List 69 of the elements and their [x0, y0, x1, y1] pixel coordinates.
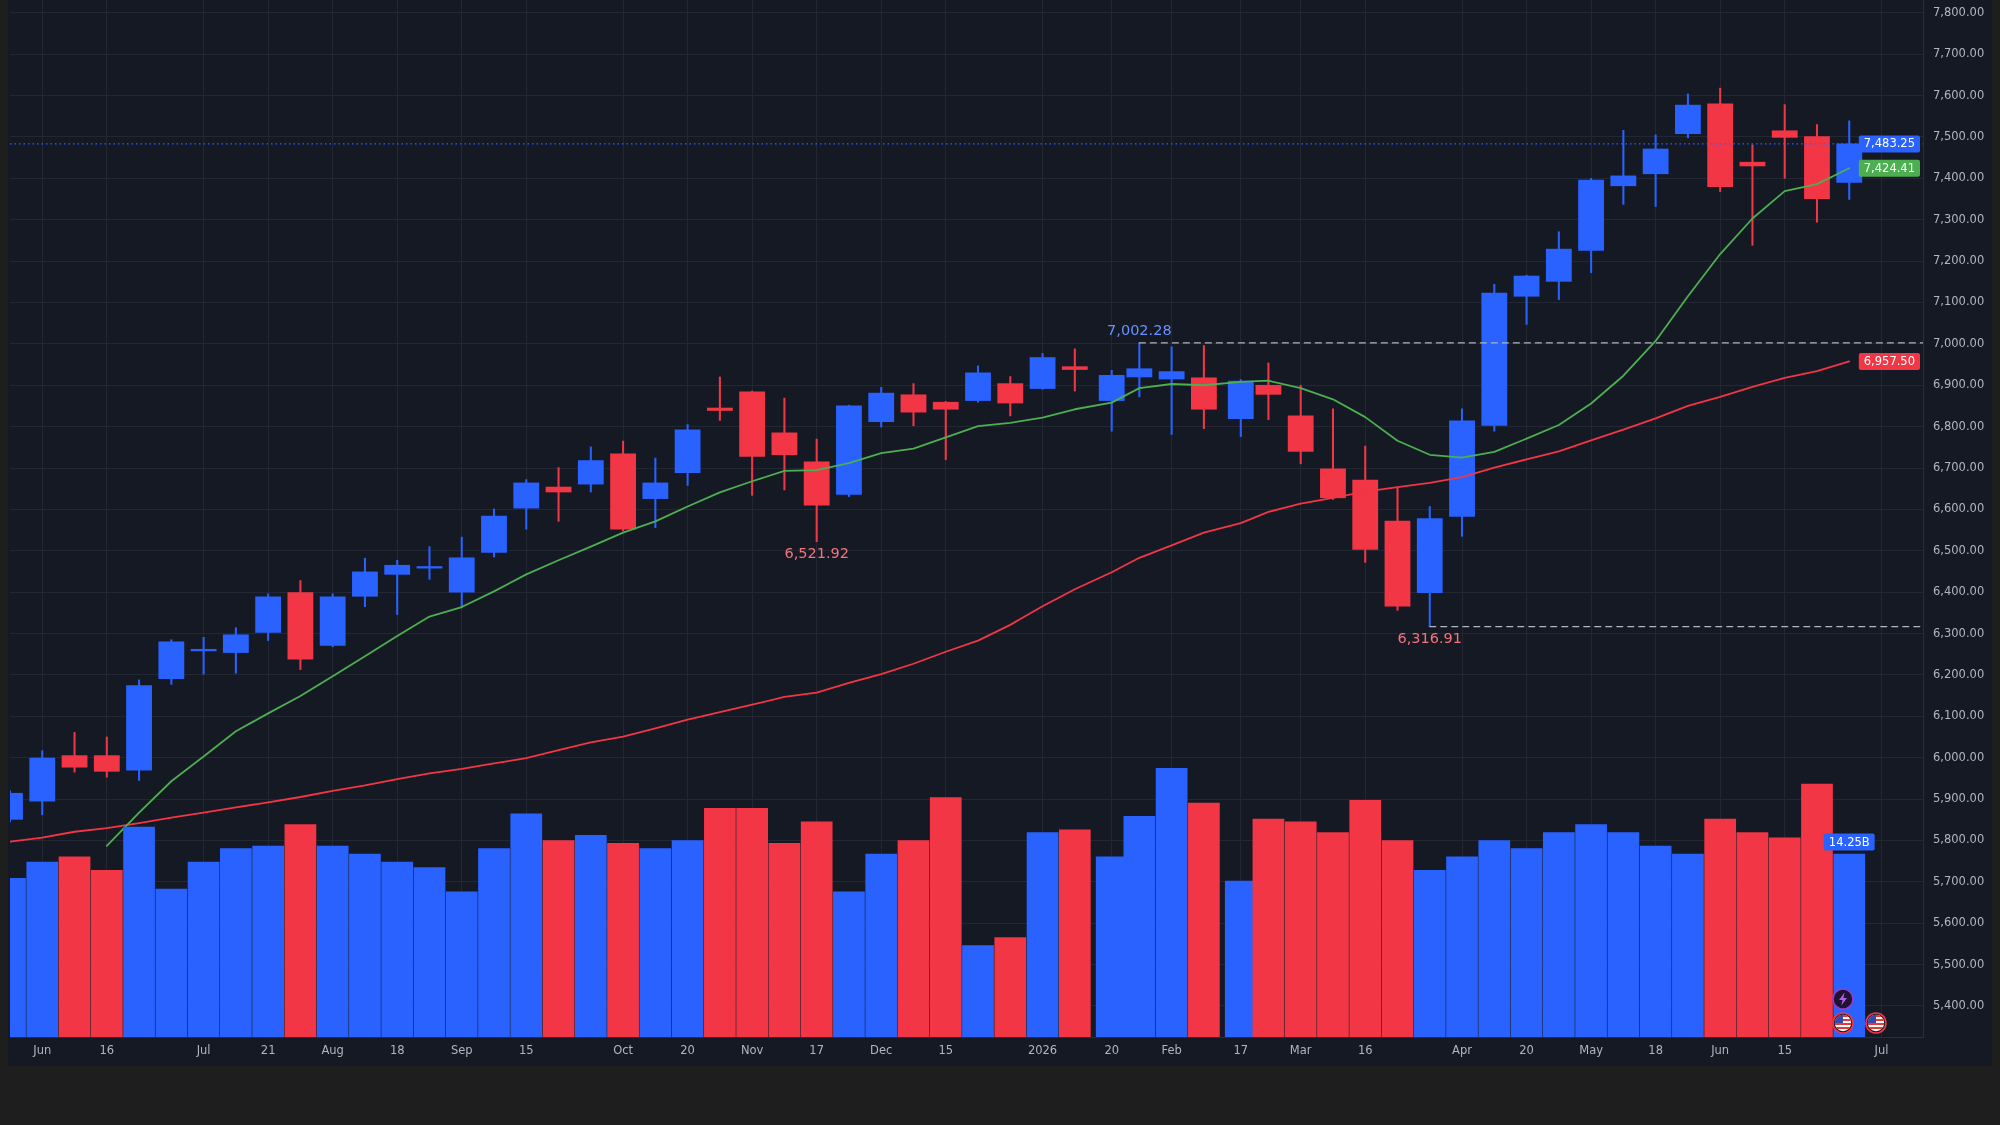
y-tick-label: 6,500.00: [1933, 542, 1985, 557]
y-tick-label: 6,900.00: [1933, 377, 1985, 392]
y-tick-label: 6,700.00: [1933, 460, 1985, 474]
bar: [574, 834, 607, 1037]
bar: [1188, 802, 1220, 1037]
y-tick-label: 5,900.00: [1933, 791, 1985, 806]
y-tick-label: 7,500.00: [1933, 128, 1985, 143]
y-tick-label: 5,700.00: [1933, 873, 1985, 888]
x-tick-label: Nov: [740, 1042, 764, 1057]
x-tick-label: 20: [680, 1042, 695, 1057]
annotation: 14.25B: [1828, 834, 1870, 849]
x-tick-label: 20: [1104, 1042, 1120, 1057]
y-tick-label: 6,300.00: [1933, 625, 1985, 640]
annotation: 6,316.91: [1397, 629, 1463, 646]
data-label: 6,957.50: [1863, 353, 1915, 368]
x-tick-label: 17: [809, 1042, 825, 1057]
x-tick-label: Dec: [870, 1042, 893, 1057]
x-tick-label: Apr: [1452, 1042, 1473, 1057]
y-tick-label: 6,800.00: [1933, 418, 1985, 433]
x-tick-label: 20: [1519, 1042, 1534, 1057]
y-tick-label: 6,100.00: [1933, 708, 1985, 723]
x-tick-label: Sep: [450, 1042, 473, 1057]
x-tick-label: Jul: [1873, 1042, 1889, 1057]
y-tick-label: 6,200.00: [1933, 666, 1985, 681]
x-tick-label: 2026: [1027, 1042, 1058, 1057]
y-tick-label: 5,600.00: [1933, 915, 1985, 930]
bar: [962, 945, 994, 1037]
y-tick-label: 7,200.00: [1933, 253, 1985, 268]
x-tick-label: Aug: [321, 1042, 344, 1057]
bar: [542, 840, 575, 1037]
y-tick-label: 7,300.00: [1933, 211, 1985, 226]
candlestick: [706, 376, 733, 421]
x-tick-label: May: [1579, 1042, 1604, 1057]
x-tick-label: Feb: [1161, 1042, 1182, 1057]
x-tick-label: 18: [389, 1042, 405, 1057]
x-tick-label: Jun: [1710, 1042, 1730, 1057]
x-tick-label: 15: [1777, 1042, 1793, 1057]
y-tick-label: 7,000.00: [1933, 335, 1985, 350]
x-tick-label: 16: [99, 1042, 115, 1057]
y-tick-label: 6,400.00: [1933, 584, 1985, 599]
data-label: 7,424.41: [1863, 160, 1915, 175]
x-tick-label: 16: [1357, 1042, 1373, 1057]
x-tick-label: Jun: [32, 1042, 52, 1057]
y-tick-label: 7,800.00: [1933, 4, 1985, 19]
x-tick-label: Mar: [1289, 1042, 1312, 1057]
x-tick-label: 15: [518, 1042, 534, 1057]
ref-line-label: 7,483.25: [1863, 136, 1915, 151]
y-tick-label: 7,700.00: [1933, 46, 1985, 61]
y-tick-label: 5,400.00: [1933, 997, 1985, 1012]
y-tick-label: 7,400.00: [1933, 170, 1985, 185]
x-tick-label: 17: [1233, 1042, 1249, 1057]
y-tick-label: 5,800.00: [1933, 832, 1985, 847]
bar: [994, 937, 1027, 1037]
bar: [607, 842, 639, 1037]
annotation: 7,002.28: [1107, 322, 1172, 339]
y-tick-label: 6,000.00: [1933, 749, 1985, 764]
x-tick-label: Jul: [195, 1042, 211, 1057]
y-tick-label: 7,600.00: [1933, 87, 1985, 102]
y-tick-label: 6,600.00: [1933, 501, 1985, 516]
y-tick-label: 5,500.00: [1933, 956, 1985, 971]
annotation: 6,521.92: [784, 544, 849, 561]
bar: [284, 824, 317, 1037]
x-tick-label: 15: [938, 1042, 954, 1057]
bar: [1058, 829, 1091, 1037]
x-tick-label: Oct: [613, 1042, 634, 1057]
x-tick-label: 18: [1648, 1042, 1663, 1057]
y-tick-label: 7,100.00: [1933, 294, 1985, 309]
bar: [1026, 832, 1059, 1037]
x-tick-label: 21: [260, 1042, 276, 1057]
